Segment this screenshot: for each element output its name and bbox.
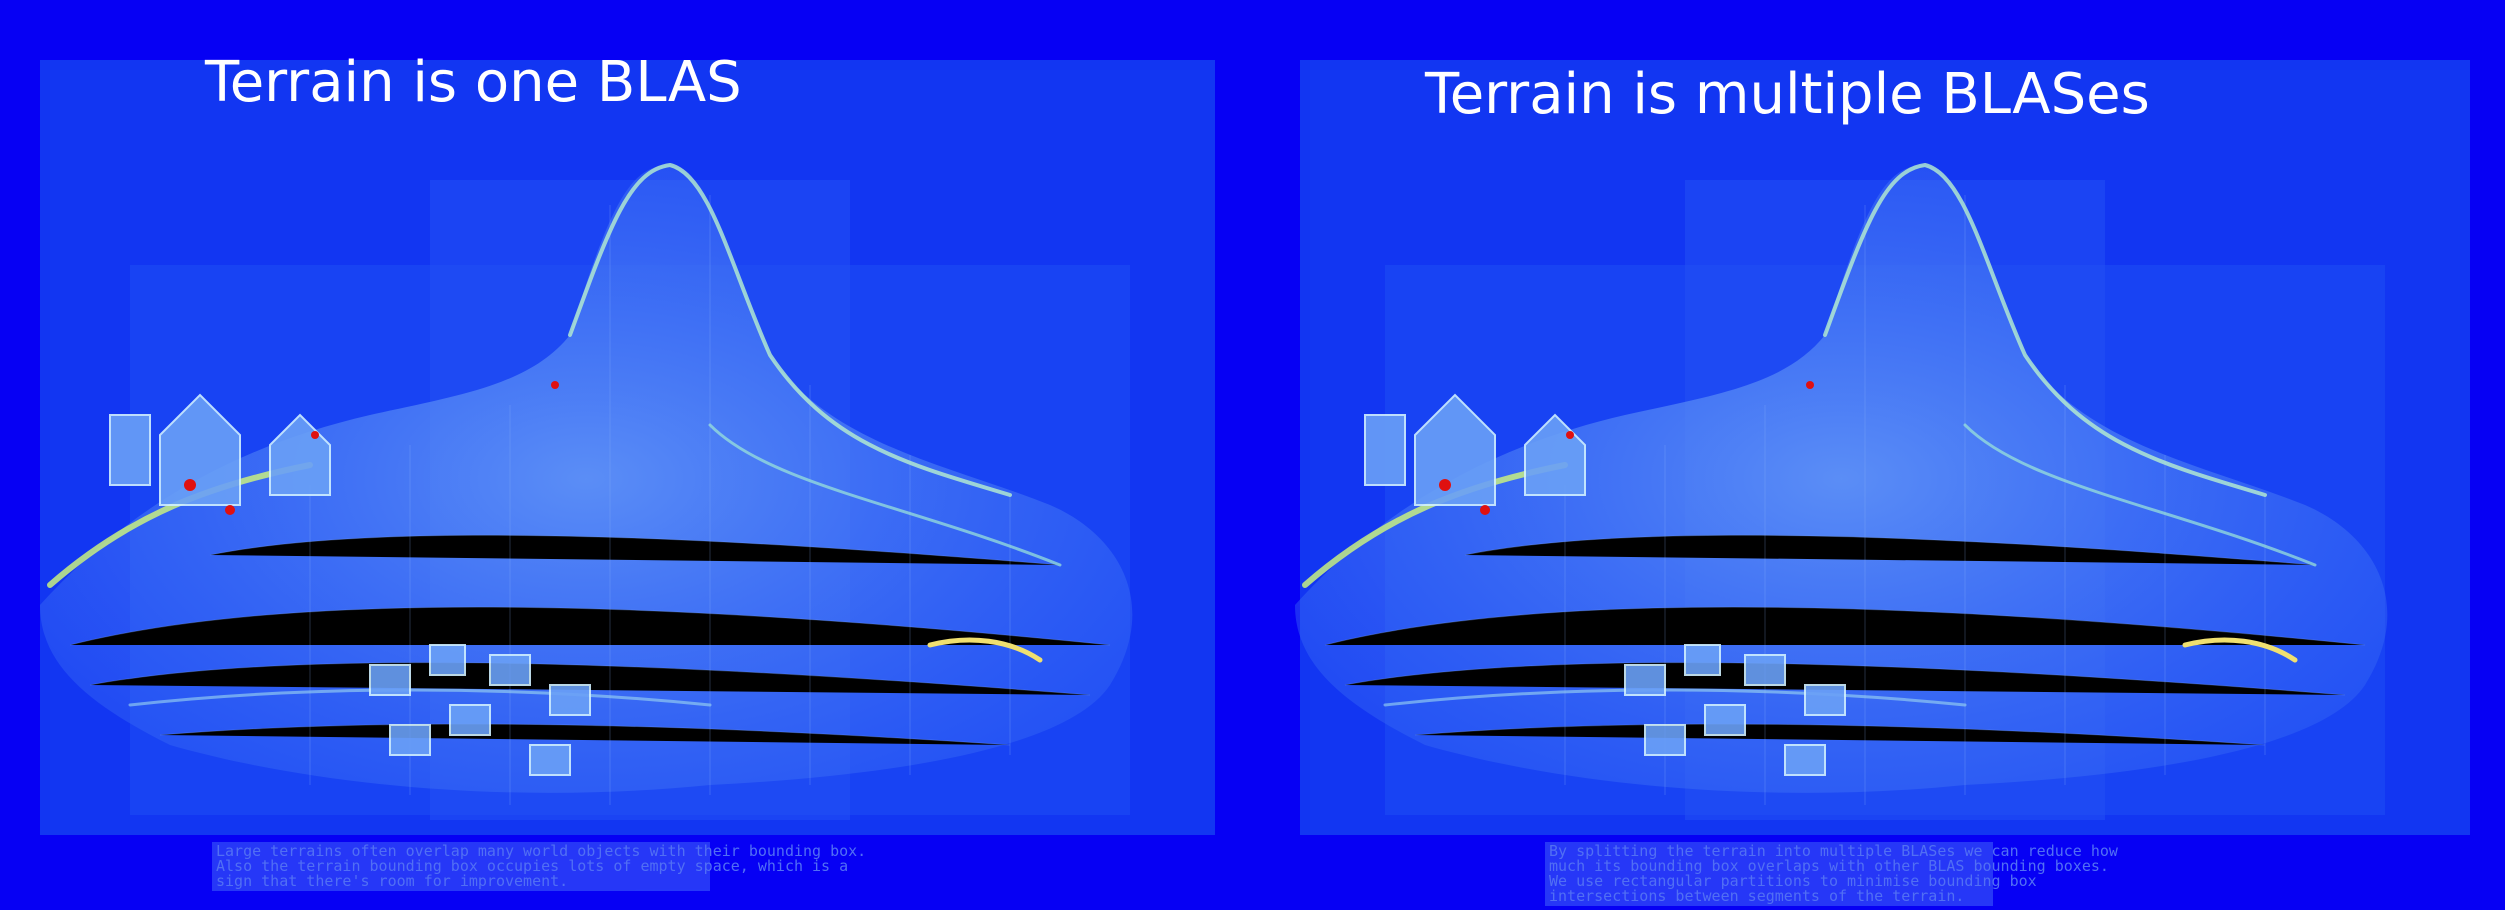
panel-title-multiple-blas: Terrain is multiple BLASes [1425,62,2150,127]
caption-single-blas: Large terrains often overlap many world … [212,842,867,891]
caption-line: Large terrains often overlap many world … [216,842,867,860]
caption-line: much its bounding box overlaps with othe… [1549,857,2109,875]
terrain-heatmap-multiple [1295,165,2387,820]
caption-multiple-blas: By splitting the terrain into multiple B… [1545,842,2118,906]
caption-line: By splitting the terrain into multiple B… [1549,842,2118,860]
caption-line: Also the terrain bounding box occupies l… [216,857,849,875]
terrain-heatmap-single [40,165,1132,820]
caption-line: intersections between segments of the te… [1549,887,1965,905]
caption-line: sign that there's room for improvement. [216,872,569,890]
caption-line: We use rectangular partitions to minimis… [1549,872,2037,890]
panel-title-single-blas: Terrain is one BLAS [205,50,742,115]
